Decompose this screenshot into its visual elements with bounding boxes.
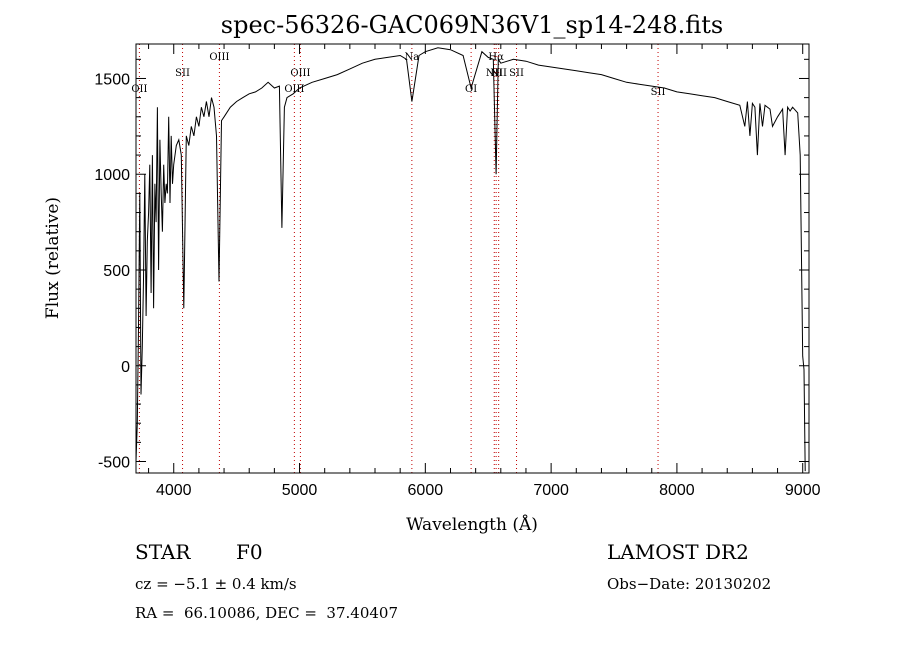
line-marker-label: OIII xyxy=(209,52,229,63)
line-marker-label: NII xyxy=(490,68,507,79)
x-tick-label: 8000 xyxy=(659,482,695,499)
class-label: STAR xyxy=(135,540,191,564)
y-tick-label: 0 xyxy=(121,359,130,376)
obs-date-label: Obs−Date: 20130202 xyxy=(607,575,772,593)
axes: 4000 5000 6000 7000 8000 9000 -500 0 500 1000 1500 xyxy=(94,44,821,499)
survey-label: LAMOST DR2 xyxy=(607,540,749,564)
x-tick-label: 6000 xyxy=(408,482,444,499)
y-tick-label: -500 xyxy=(98,455,130,472)
line-marker-label: NII xyxy=(486,68,503,79)
x-tick-label: 9000 xyxy=(785,482,821,499)
y-tick-label: 500 xyxy=(103,263,130,280)
line-marker-label: OIII xyxy=(284,84,304,95)
x-tick-label: 4000 xyxy=(156,482,192,499)
line-marker-label: Na xyxy=(405,52,420,63)
y-tick-label: 1500 xyxy=(94,71,130,88)
y-axis-title: Flux (relative) xyxy=(43,197,63,319)
line-marker-label: SII xyxy=(175,68,190,79)
x-tick-label: 7000 xyxy=(533,482,569,499)
line-marker-label: Hα xyxy=(488,52,504,63)
plot-frame xyxy=(135,43,810,474)
spectrum-line xyxy=(135,47,806,472)
x-tick-label: 5000 xyxy=(282,482,318,499)
x-axis-title: Wavelength (Å) xyxy=(406,514,538,535)
coords-label: RA = 66.10086, DEC = 37.40407 xyxy=(135,604,399,622)
redshift-label: cz = −5.1 ± 0.4 km/s xyxy=(135,575,297,593)
line-marker-label: SII xyxy=(651,87,666,98)
line-marker-label: OII xyxy=(131,84,147,95)
line-marker-label: OIII xyxy=(290,68,310,79)
subclass-label: F0 xyxy=(236,540,263,564)
line-marker-label: SII xyxy=(509,68,524,79)
chart-title: spec-56326-GAC069N36V1_sp14-248.fits xyxy=(221,11,723,39)
y-tick-label: 1000 xyxy=(94,167,130,184)
